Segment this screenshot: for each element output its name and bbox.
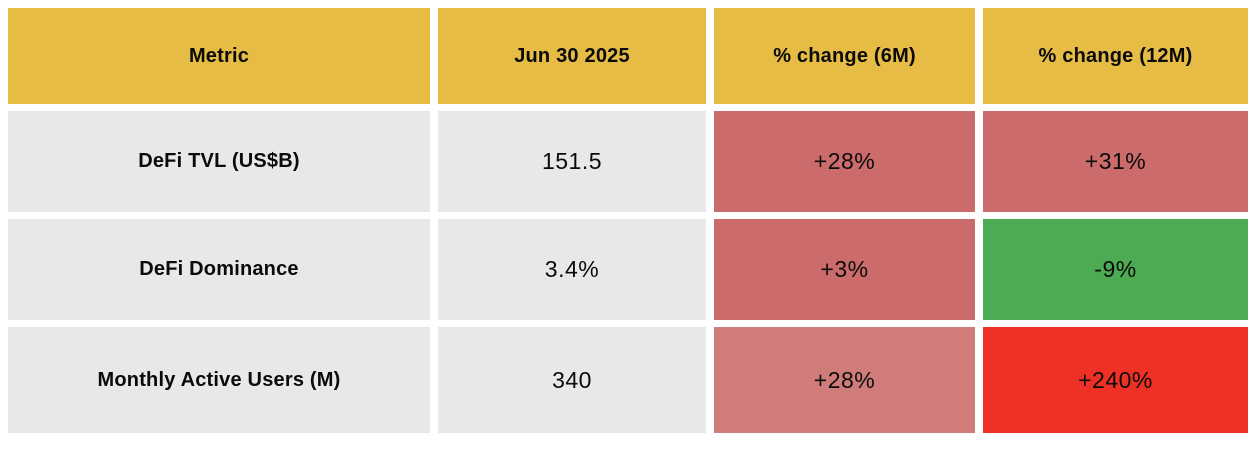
row-mau-change-12m: +240% [983,327,1248,433]
row-defi-tvl-change-6m: +28% [714,111,975,212]
row-defi-tvl-value: 151.5 [438,111,706,212]
row-defi-dominance-value: 3.4% [438,219,706,320]
row-mau-change-6m: +28% [714,327,975,433]
header-cell-change-6m: % change (6M) [714,8,975,104]
defi-metrics-table: Metric Jun 30 2025 % change (6M) % chang… [8,8,1248,433]
row-mau-metric: Monthly Active Users (M) [8,327,430,433]
row-defi-dominance-change-12m: -9% [983,219,1248,320]
header-cell-change-12m: % change (12M) [983,8,1248,104]
header-cell-date: Jun 30 2025 [438,8,706,104]
row-defi-tvl-metric: DeFi TVL (US$B) [8,111,430,212]
row-mau-value: 340 [438,327,706,433]
row-defi-dominance-metric: DeFi Dominance [8,219,430,320]
row-defi-tvl-change-12m: +31% [983,111,1248,212]
row-defi-dominance-change-6m: +3% [714,219,975,320]
header-cell-metric: Metric [8,8,430,104]
